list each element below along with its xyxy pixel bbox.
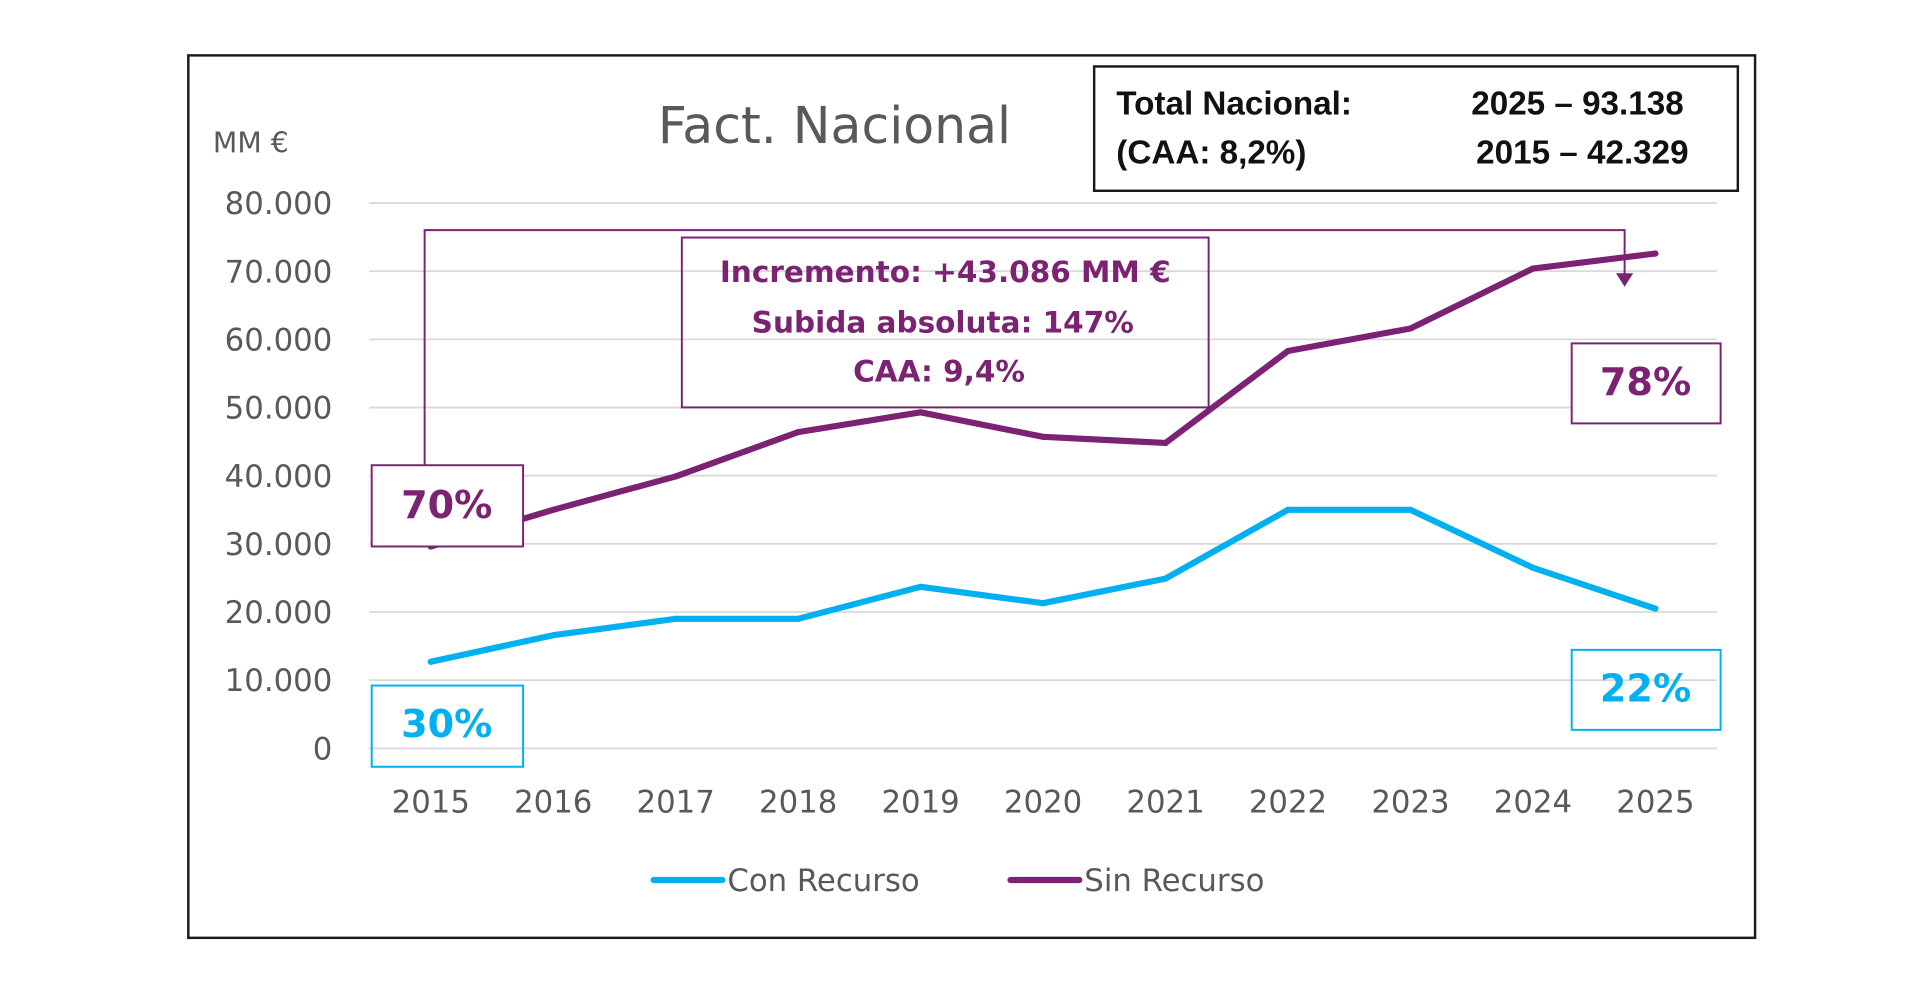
y-tick-label: 30.000	[225, 527, 333, 563]
x-tick-label: 2015	[392, 784, 470, 820]
data-point-con-recurso-2017[interactable]	[672, 615, 679, 622]
share-label-con-2025: 22%	[1570, 648, 1722, 731]
y-axis-ticks: 0 10.000 20.000 30.000 40.000 50.000 60.000 70.…	[225, 186, 333, 767]
y-tick-label: 0	[313, 731, 333, 767]
x-tick-label: 2021	[1126, 784, 1204, 820]
x-tick-label: 2020	[1004, 784, 1082, 820]
share-box	[1570, 342, 1722, 425]
caa-line: CAA: 9,4%	[853, 355, 1025, 389]
data-point-sin-recurso-2018[interactable]	[795, 428, 802, 436]
share-label-sin-2025: 78%	[1570, 342, 1722, 425]
x-tick-label: 2023	[1371, 784, 1449, 820]
share-box	[370, 684, 525, 768]
y-axis-unit-label: MM €	[213, 127, 289, 160]
share-value: 30%	[401, 702, 492, 746]
absolute-rise-line: Subida absoluta: 147%	[752, 305, 1134, 339]
x-tick-label: 2022	[1249, 784, 1327, 820]
y-tick-label: 50.000	[225, 391, 333, 427]
data-point-con-recurso-2022[interactable]	[1284, 506, 1292, 513]
data-point-con-recurso-2018[interactable]	[795, 615, 802, 622]
data-point-sin-recurso-2022[interactable]	[1284, 347, 1292, 355]
data-point-sin-recurso-2016[interactable]	[550, 506, 557, 513]
chart-title: Fact. Nacional	[658, 96, 1011, 155]
share-label-con-2015: 30%	[370, 684, 525, 768]
increment-annotation-box: Incremento: +43.086 MM € Subida absoluta…	[680, 236, 1210, 409]
data-point-con-recurso-2023[interactable]	[1407, 506, 1414, 513]
data-point-sin-recurso-2017[interactable]	[672, 473, 679, 480]
data-point-con-recurso-2025[interactable]	[1652, 605, 1659, 612]
total-box-line2-value: 2015 – 42.329	[1476, 135, 1688, 172]
total-box-line2-label: (CAA: 8,2%)	[1116, 135, 1306, 172]
growth-bracket-line	[423, 229, 1626, 466]
y-tick-label: 60.000	[225, 322, 333, 358]
x-tick-label: 2024	[1494, 784, 1572, 820]
x-tick-label: 2018	[759, 784, 837, 820]
legend-label-con-recurso: Con Recurso	[727, 863, 919, 899]
data-point-sin-recurso-2024[interactable]	[1529, 265, 1536, 272]
share-value: 22%	[1600, 667, 1691, 711]
x-tick-label: 2017	[637, 784, 715, 820]
total-box-line1-value: 2025 – 93.138	[1471, 85, 1683, 122]
x-tick-label: 2025	[1616, 784, 1694, 820]
data-point-con-recurso-2016[interactable]	[550, 632, 557, 639]
data-point-sin-recurso-2025[interactable]	[1652, 250, 1659, 257]
legend-item-con-recurso[interactable]: Con Recurso	[650, 863, 920, 899]
data-point-sin-recurso-2020[interactable]	[1040, 433, 1047, 440]
data-point-sin-recurso-2021[interactable]	[1162, 439, 1169, 447]
data-point-con-recurso-2024[interactable]	[1529, 564, 1536, 571]
x-tick-label: 2019	[881, 784, 959, 820]
share-value: 70%	[401, 483, 492, 527]
total-box-line1-label: Total Nacional:	[1116, 85, 1352, 122]
increment-box-border	[680, 236, 1210, 409]
data-point-con-recurso-2020[interactable]	[1040, 600, 1047, 607]
data-point-con-recurso-2015[interactable]	[427, 658, 434, 665]
legend-item-sin-recurso[interactable]: Sin Recurso	[1007, 863, 1264, 899]
y-tick-label: 20.000	[225, 595, 333, 631]
data-point-sin-recurso-2023[interactable]	[1407, 325, 1414, 332]
x-axis-ticks: 2015 2016 2017 2018 2019 2020 2021 2022 2023 2024…	[392, 784, 1695, 820]
share-value: 78%	[1600, 360, 1691, 404]
share-box	[1570, 648, 1722, 731]
series-lines	[427, 250, 1659, 665]
growth-bracket	[423, 229, 1634, 466]
y-tick-label: 10.000	[225, 663, 333, 699]
y-tick-label: 40.000	[225, 459, 333, 495]
y-tick-label: 70.000	[225, 254, 333, 290]
data-point-sin-recurso-2019[interactable]	[917, 409, 924, 416]
legend-label-sin-recurso: Sin Recurso	[1084, 863, 1264, 899]
legend: Con Recurso Sin Recurso	[650, 863, 1264, 899]
increment-line: Incremento: +43.086 MM €	[720, 255, 1171, 289]
total-nacional-box: Total Nacional: 2025 – 93.138 (CAA: 8,2%…	[1092, 65, 1740, 192]
total-box-border	[1092, 65, 1740, 192]
x-tick-label: 2016	[514, 784, 592, 820]
share-box	[370, 464, 525, 548]
data-point-con-recurso-2021[interactable]	[1162, 575, 1169, 582]
share-label-sin-2015: 70%	[370, 464, 525, 548]
data-point-con-recurso-2019[interactable]	[917, 583, 924, 590]
y-tick-label: 80.000	[225, 186, 333, 222]
arrow-down-icon	[1616, 273, 1634, 287]
